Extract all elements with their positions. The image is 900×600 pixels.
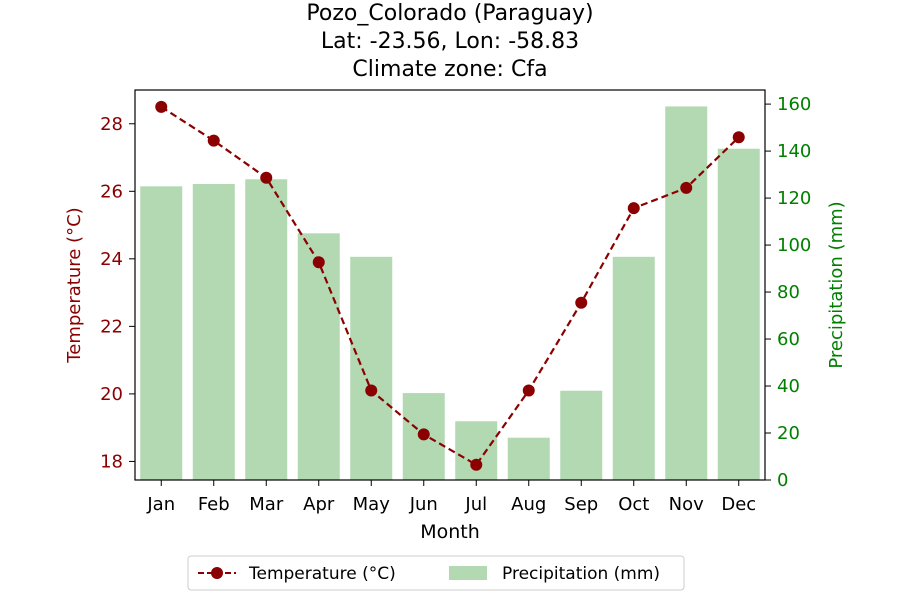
right-tick-label: 100 bbox=[777, 235, 811, 256]
x-tick-label-aug: Aug bbox=[511, 494, 546, 515]
temperature-point-jul bbox=[470, 458, 483, 471]
chart-title-line-3: Climate zone: Cfa bbox=[352, 57, 548, 82]
precipitation-bar-dec bbox=[717, 148, 760, 481]
legend-precipitation-swatch bbox=[449, 566, 487, 580]
right-axis-label: Precipitation (mm) bbox=[826, 201, 847, 368]
x-tick-label-mar: Mar bbox=[249, 494, 284, 515]
legend-temperature-label: Temperature (°C) bbox=[248, 564, 396, 584]
legend-box bbox=[187, 555, 685, 591]
right-axis: 0 20 40 60 80 100 120 140 160 bbox=[765, 94, 811, 491]
temperature-point-may bbox=[365, 384, 378, 397]
temperature-point-aug bbox=[522, 384, 535, 397]
right-tick-label: 40 bbox=[777, 376, 800, 397]
precipitation-bars bbox=[140, 106, 760, 481]
precipitation-bar-nov bbox=[665, 106, 708, 480]
left-axis: 18 20 22 24 26 28 bbox=[100, 114, 135, 472]
precipitation-bar-may bbox=[350, 256, 393, 480]
x-tick-label-jun: Jun bbox=[409, 494, 438, 515]
temperature-line bbox=[155, 100, 745, 471]
precipitation-bar-jul bbox=[455, 421, 498, 480]
x-axis: Jan Feb Mar Apr May Jun Jul Aug Sep Oct Nov Dec bbox=[146, 480, 756, 515]
plot-frame bbox=[134, 89, 766, 481]
left-tick-label: 22 bbox=[100, 316, 123, 337]
temperature-point-dec bbox=[732, 131, 745, 144]
x-tick-label-feb: Feb bbox=[198, 494, 230, 515]
x-axis-label: Month bbox=[420, 521, 480, 543]
x-tick-label-jan: Jan bbox=[146, 494, 175, 515]
temperature-point-mar bbox=[260, 171, 273, 184]
left-tick-label: 28 bbox=[100, 114, 123, 135]
x-tick-label-sep: Sep bbox=[564, 494, 598, 515]
temperature-point-oct bbox=[627, 202, 640, 215]
x-tick-label-apr: Apr bbox=[303, 494, 335, 515]
x-tick-label-oct: Oct bbox=[618, 494, 649, 515]
left-tick-label: 20 bbox=[100, 384, 123, 405]
x-tick-label-may: May bbox=[353, 494, 391, 515]
temperature-line-path bbox=[160, 105, 740, 467]
x-tick-label-jul: Jul bbox=[464, 494, 487, 515]
x-tick-label-dec: Dec bbox=[721, 494, 756, 515]
left-tick-label: 24 bbox=[100, 249, 123, 270]
precipitation-bar-oct bbox=[612, 256, 655, 480]
right-tick-label: 120 bbox=[777, 188, 811, 209]
right-tick-label: 0 bbox=[777, 470, 788, 491]
right-tick-label: 160 bbox=[777, 94, 811, 115]
precipitation-bar-jan bbox=[140, 186, 183, 480]
precipitation-bar-sep bbox=[560, 390, 603, 480]
precipitation-bar-aug bbox=[507, 437, 550, 480]
precipitation-bar-feb bbox=[192, 183, 235, 481]
legend-temperature-marker bbox=[211, 567, 223, 579]
temperature-point-sep bbox=[575, 296, 588, 309]
temperature-point-feb bbox=[207, 134, 220, 147]
chart-title-line-2: Lat: -23.56, Lon: -58.83 bbox=[320, 29, 580, 54]
right-tick-label: 20 bbox=[777, 423, 800, 444]
left-axis-label: Temperature (°C) bbox=[64, 207, 85, 363]
precipitation-bar-apr bbox=[297, 233, 340, 480]
temperature-point-jan bbox=[155, 100, 168, 113]
left-tick-label: 18 bbox=[100, 451, 123, 472]
right-tick-label: 140 bbox=[777, 141, 811, 162]
chart-title-line-1: Pozo_Colorado (Paraguay) bbox=[306, 1, 594, 26]
left-tick-label: 26 bbox=[100, 181, 123, 202]
legend: Temperature (°C) Precipitation (mm) bbox=[187, 555, 685, 591]
temperature-point-jun bbox=[417, 428, 430, 441]
temperature-point-nov bbox=[680, 181, 693, 194]
precipitation-bar-mar bbox=[245, 179, 288, 481]
right-tick-label: 80 bbox=[777, 282, 800, 303]
right-tick-label: 60 bbox=[777, 329, 800, 350]
x-tick-label-nov: Nov bbox=[669, 494, 704, 515]
temperature-point-apr bbox=[312, 256, 325, 269]
legend-precipitation-label: Precipitation (mm) bbox=[502, 564, 660, 584]
